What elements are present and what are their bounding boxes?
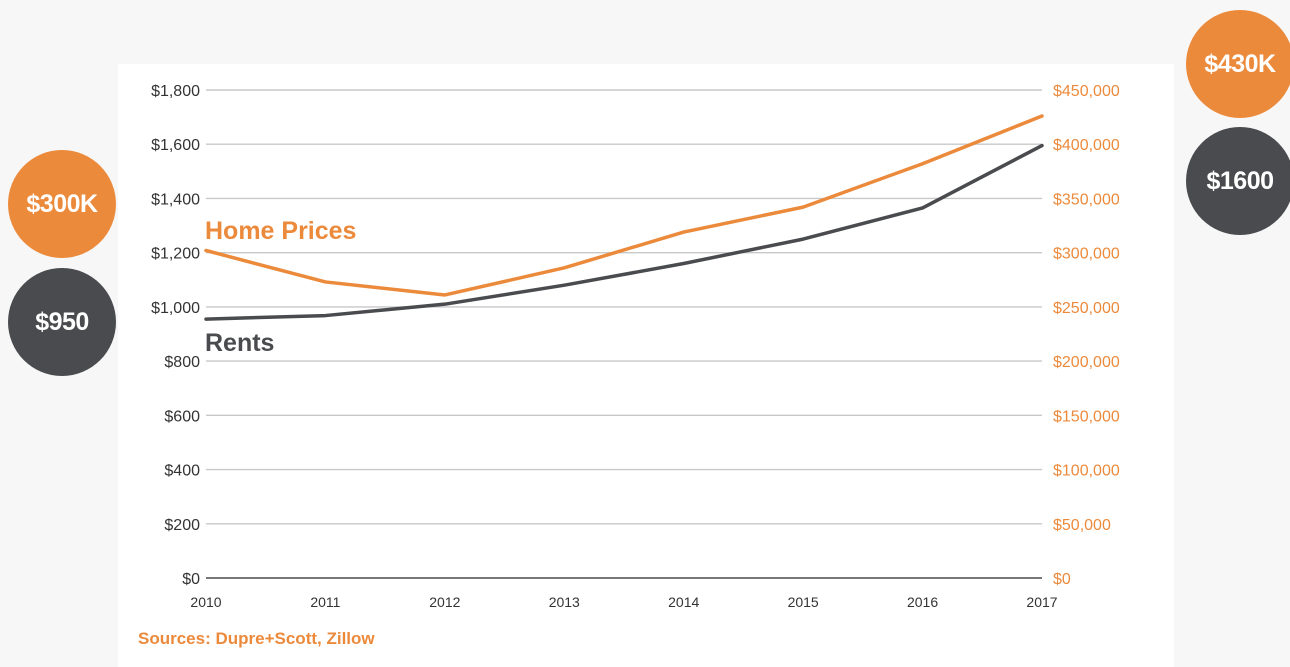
rent-end-bubble: $1600: [1186, 127, 1290, 235]
left-tick-label: $1,000: [151, 300, 200, 317]
left-tick-label: $400: [164, 463, 200, 480]
right-tick-label: $300,000: [1053, 246, 1120, 263]
chart-source: Sources: Dupre+Scott, Zillow: [138, 629, 375, 648]
rent-start-bubble: $950: [8, 268, 116, 376]
right-tick-label: $50,000: [1053, 517, 1111, 534]
x-tick-label: 2012: [429, 594, 460, 610]
home-price-start-bubble: $300K: [8, 150, 116, 258]
rents-series-label: Rents: [205, 329, 274, 357]
right-tick-label: $250,000: [1053, 300, 1120, 317]
right-tick-label: $350,000: [1053, 191, 1120, 208]
x-tick-label: 2013: [549, 594, 580, 610]
home-prices-line: [204, 114, 1044, 297]
left-tick-label: $1,400: [151, 191, 200, 208]
right-tick-label: $100,000: [1053, 463, 1120, 480]
x-tick-label: 2011: [310, 594, 340, 610]
right-tick-label: $0: [1053, 571, 1071, 588]
left-tick-label: $1,200: [151, 246, 200, 263]
x-tick-label: 2017: [1026, 594, 1057, 610]
right-tick-label: $150,000: [1053, 408, 1120, 425]
right-tick-label: $200,000: [1053, 354, 1120, 371]
chart-panel: [118, 64, 1174, 667]
x-tick-label: 2016: [907, 594, 938, 610]
right-tick-label: $400,000: [1053, 137, 1120, 154]
right-tick-label: $450,000: [1053, 83, 1120, 100]
left-tick-label: $200: [164, 517, 200, 534]
left-tick-label: $600: [164, 408, 200, 425]
rents-line: [204, 143, 1044, 321]
home-price-end-bubble: $430K: [1186, 10, 1290, 118]
x-tick-label: 2010: [190, 594, 221, 610]
left-tick-label: $1,600: [151, 137, 200, 154]
left-tick-label: $800: [164, 354, 200, 371]
home-prices-series-label: Home Prices: [205, 217, 356, 245]
x-tick-label: 2014: [668, 594, 699, 610]
left-tick-label: $1,800: [151, 83, 200, 100]
x-tick-label: 2015: [788, 594, 819, 610]
left-tick-label: $0: [182, 571, 200, 588]
